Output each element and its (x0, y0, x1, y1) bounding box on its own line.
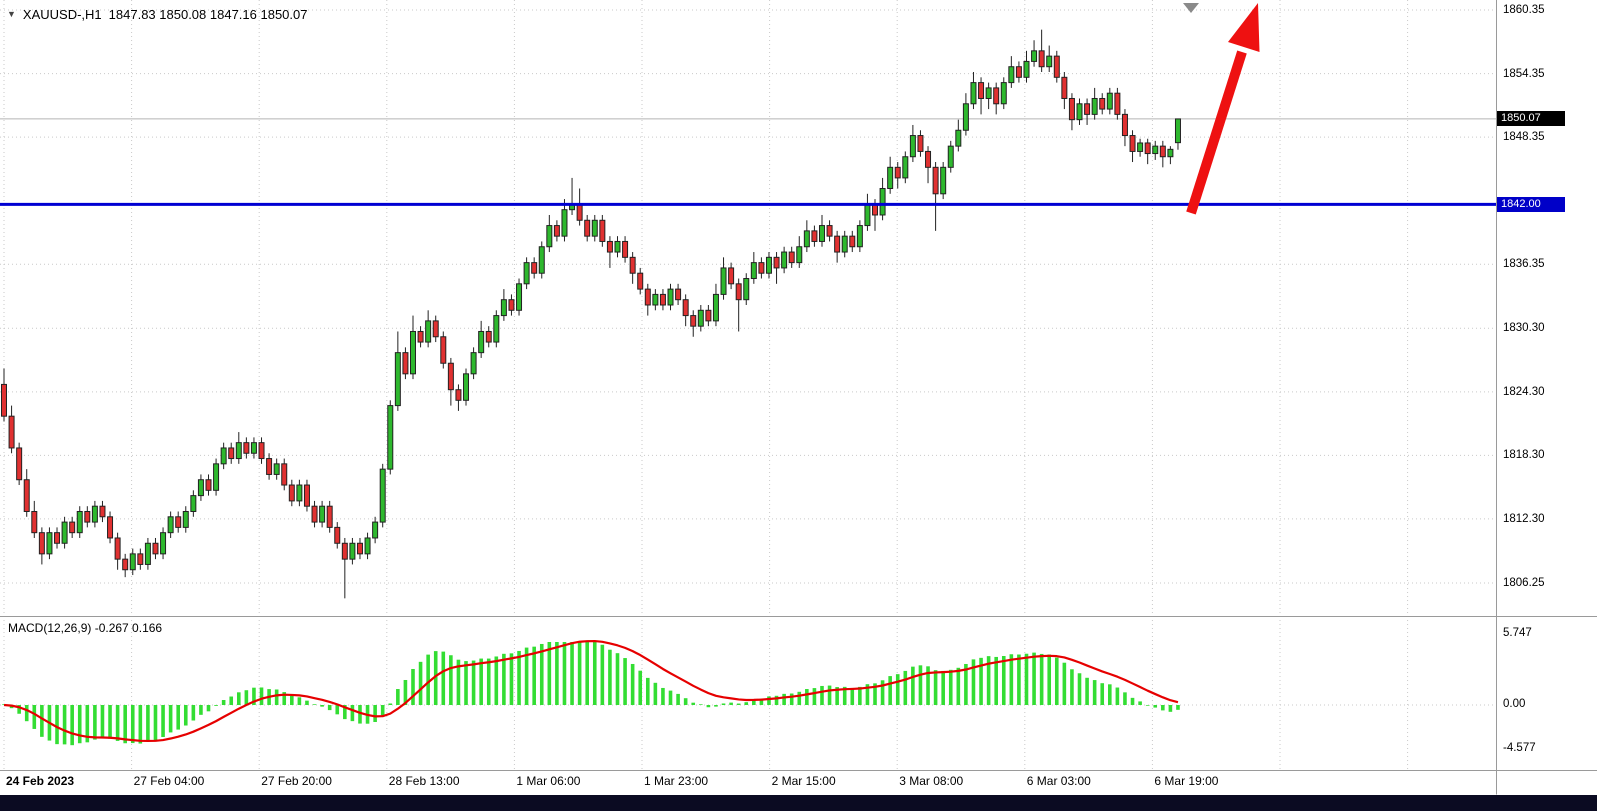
price-axis-label: 1818.30 (1503, 449, 1545, 462)
macd-signal-line (3, 639, 1179, 743)
time-axis-label: 6 Mar 19:00 (1154, 774, 1219, 788)
macd-axis-label: 5.747 (1503, 627, 1532, 639)
time-axis-label: 27 Feb 20:00 (261, 774, 332, 788)
time-axis-label: 3 Mar 08:00 (899, 774, 964, 788)
price-axis-label: 1806.25 (1503, 576, 1545, 589)
price-axis-label: 1860.35 (1503, 4, 1545, 17)
ohlc-readout: 1847.83 1850.08 1847.16 1850.07 (108, 7, 308, 22)
trend-arrow[interactable] (1186, 3, 1260, 215)
bottom-strip (0, 795, 1597, 811)
time-axis-label: 1 Mar 23:00 (644, 774, 709, 788)
symbol-dropdown-icon[interactable]: ▼ (7, 9, 16, 19)
current-price-badge: 1850.07 (1497, 111, 1565, 126)
time-axis-label: 24 Feb 2023 (6, 774, 75, 788)
time-axis-label: 6 Mar 03:00 (1026, 774, 1091, 788)
time-axis-label: 28 Feb 13:00 (388, 774, 460, 788)
chart-shift-marker[interactable] (1183, 3, 1199, 13)
macd-indicator-label: MACD(12,26,9) -0.267 0.166 (8, 621, 163, 635)
hline-price-badge: 1842.00 (1497, 197, 1565, 212)
price-axis-label: 1848.35 (1503, 131, 1545, 144)
grid (0, 0, 1496, 770)
time-axis-label: 27 Feb 04:00 (133, 774, 205, 788)
symbol-title: XAUUSD-,H1 (22, 7, 102, 22)
time-axis-label: 1 Mar 06:00 (516, 774, 581, 788)
macd-axis-label: 0.00 (1503, 698, 1526, 710)
time-axis-label: 2 Mar 15:00 (771, 774, 836, 788)
macd-histogram (2, 642, 1180, 746)
macd-axis-label: -4.577 (1503, 742, 1536, 754)
price-axis-label: 1830.30 (1503, 322, 1545, 335)
price-axis-label: 1812.30 (1503, 512, 1545, 525)
price-axis-label: 1824.30 (1503, 385, 1545, 398)
symbol-info: ▼ XAUUSD-,H1 1847.83 1850.08 1847.16 185… (7, 7, 307, 22)
price-axis-label: 1854.35 (1503, 67, 1545, 80)
candlestick-series (1, 29, 1181, 599)
price-axis-label: 1836.35 (1503, 258, 1545, 271)
